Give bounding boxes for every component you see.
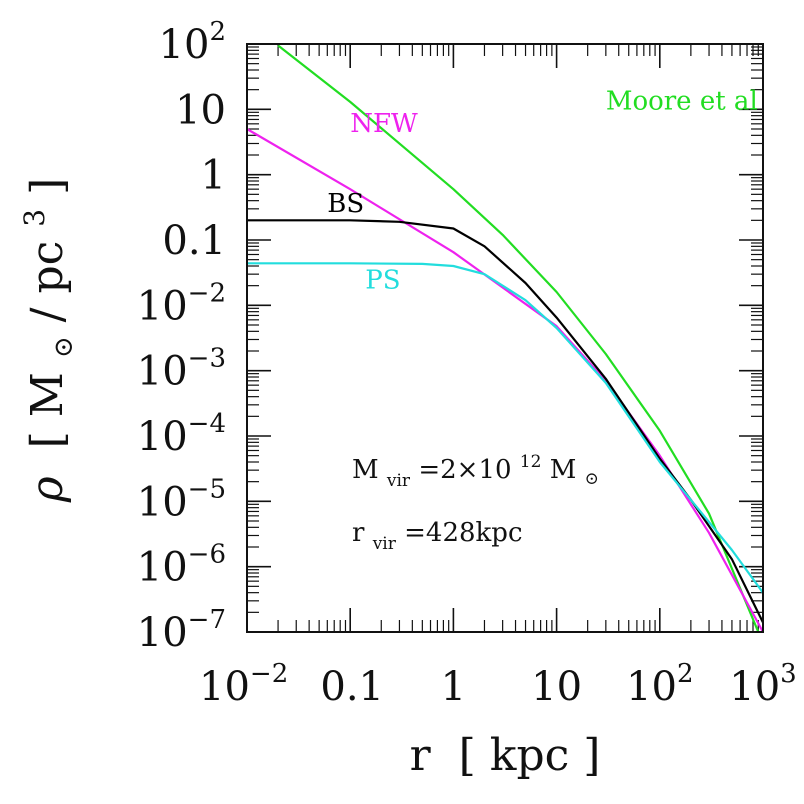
series-label-bs: BS (327, 189, 364, 219)
y-axis-unit-exp: 3 (18, 209, 51, 227)
x-axis-bracket-close: ] (583, 730, 600, 781)
x-tick-label: 10−2 (199, 659, 288, 710)
plot-frame (246, 43, 764, 633)
x-axis-bracket-open: [ (459, 730, 476, 781)
y-tick-label: 1 (201, 153, 226, 199)
y-axis-symbol: ρ (22, 476, 73, 503)
series-label-nfw: NFW (350, 109, 418, 139)
x-axis-symbol: r (410, 730, 432, 781)
mvir-sub: vir (386, 471, 411, 491)
x-tick-label: 1 (441, 664, 466, 710)
rvir-annotation: r vir =428kpc (352, 518, 523, 556)
rvir-sub: vir (372, 534, 397, 554)
y-tick-label: 10 (175, 87, 226, 133)
mvir-label: M (352, 455, 379, 485)
y-tick-labels: 102 10 1 0.1 10−2 10−3 10−4 10−5 10−6 10−7 (137, 17, 226, 656)
y-axis-unit-base: M (22, 372, 73, 417)
x-axis-title: r [ kpc ] (410, 730, 601, 781)
y-axis-unit-slash: / (22, 307, 73, 322)
y-axis-bracket-close: ] (22, 178, 73, 195)
series-labels: Moore et al NFW BS PS (327, 86, 757, 295)
y-tick-label: 10−7 (137, 605, 226, 656)
y-axis-bracket-open: [ (22, 431, 73, 448)
series-line-nfw (246, 128, 764, 633)
x-tick-labels: 10−2 0.1 1 10 102 103 (199, 659, 797, 710)
y-axis-title: ρ [ M ⊙ / pc 3 ] (4, 178, 83, 504)
series-line-ps (247, 262, 764, 594)
y-tick-label: 0.1 (162, 218, 226, 264)
series-lines (246, 44, 764, 633)
y-axis-unit-sub: ⊙ (49, 336, 79, 358)
x-axis-unit: kpc (490, 730, 569, 781)
mvir-annotation: M vir =2×10 12 M ⊙ (352, 444, 599, 493)
y-axis-unit-per: pc (22, 241, 73, 294)
y-tick-label: 102 (159, 17, 226, 68)
mvir-exp: 12 (520, 452, 542, 472)
y-tick-label: 10−6 (137, 540, 226, 591)
mvir-value: =2×10 (418, 455, 511, 485)
mvir-unit: M (550, 455, 577, 485)
mvir-unit-sub: ⊙ (585, 469, 599, 489)
series-label-ps: PS (365, 266, 400, 296)
rvir-value: =428kpc (404, 518, 522, 548)
rvir-label: r (352, 518, 365, 548)
series-label-moore-et-al: Moore et al (606, 86, 758, 116)
y-tick-label: 10−2 (137, 278, 226, 329)
x-tick-label: 103 (729, 659, 796, 710)
x-tick-label: 102 (626, 659, 693, 710)
major-ticks (246, 43, 764, 633)
y-tick-label: 10−3 (137, 344, 226, 395)
y-tick-label: 10−5 (137, 474, 226, 525)
series-line-moore-et-al (277, 44, 760, 633)
minor-ticks (247, 44, 763, 632)
x-tick-label: 10 (531, 664, 582, 710)
x-tick-label: 0.1 (320, 664, 384, 710)
y-tick-label: 10−4 (137, 409, 226, 460)
